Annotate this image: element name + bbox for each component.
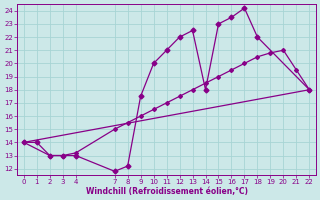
X-axis label: Windchill (Refroidissement éolien,°C): Windchill (Refroidissement éolien,°C) — [85, 187, 248, 196]
